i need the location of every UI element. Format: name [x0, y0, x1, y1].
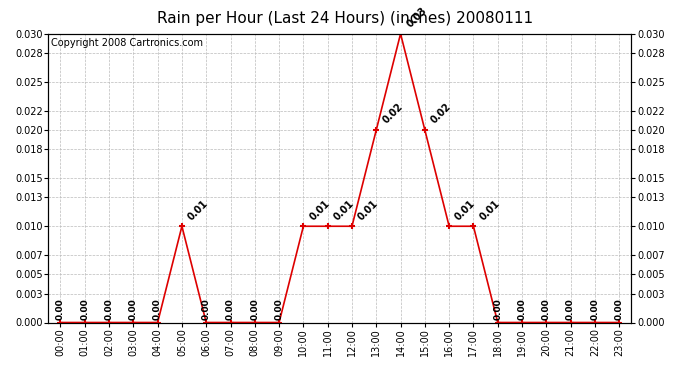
- Text: 0.00: 0.00: [518, 298, 526, 320]
- Text: 0.00: 0.00: [56, 298, 65, 320]
- Text: 0.02: 0.02: [429, 102, 453, 126]
- Text: 0.00: 0.00: [542, 298, 551, 320]
- Text: 0.01: 0.01: [477, 198, 502, 222]
- Text: 0.01: 0.01: [356, 198, 380, 222]
- Text: 0.00: 0.00: [591, 298, 600, 320]
- Text: 0.00: 0.00: [250, 298, 259, 320]
- Text: 0.00: 0.00: [226, 298, 235, 320]
- Text: 0.00: 0.00: [201, 298, 210, 320]
- Text: 0.01: 0.01: [453, 198, 477, 222]
- Text: 0.00: 0.00: [493, 298, 502, 320]
- Text: 0.01: 0.01: [332, 198, 356, 222]
- Text: 0.00: 0.00: [615, 298, 624, 320]
- Text: 0.00: 0.00: [104, 298, 114, 320]
- Text: 0.00: 0.00: [566, 298, 575, 320]
- Text: Rain per Hour (Last 24 Hours) (inches) 20080111: Rain per Hour (Last 24 Hours) (inches) 2…: [157, 11, 533, 26]
- Text: 0.00: 0.00: [129, 298, 138, 320]
- Text: 0.00: 0.00: [153, 298, 162, 320]
- Text: 0.01: 0.01: [308, 198, 332, 222]
- Text: 0.02: 0.02: [380, 102, 404, 126]
- Text: Copyright 2008 Cartronics.com: Copyright 2008 Cartronics.com: [51, 38, 204, 48]
- Text: 0.01: 0.01: [186, 198, 210, 222]
- Text: 0.03: 0.03: [405, 6, 428, 30]
- Text: 0.00: 0.00: [275, 298, 284, 320]
- Text: 0.00: 0.00: [80, 298, 89, 320]
